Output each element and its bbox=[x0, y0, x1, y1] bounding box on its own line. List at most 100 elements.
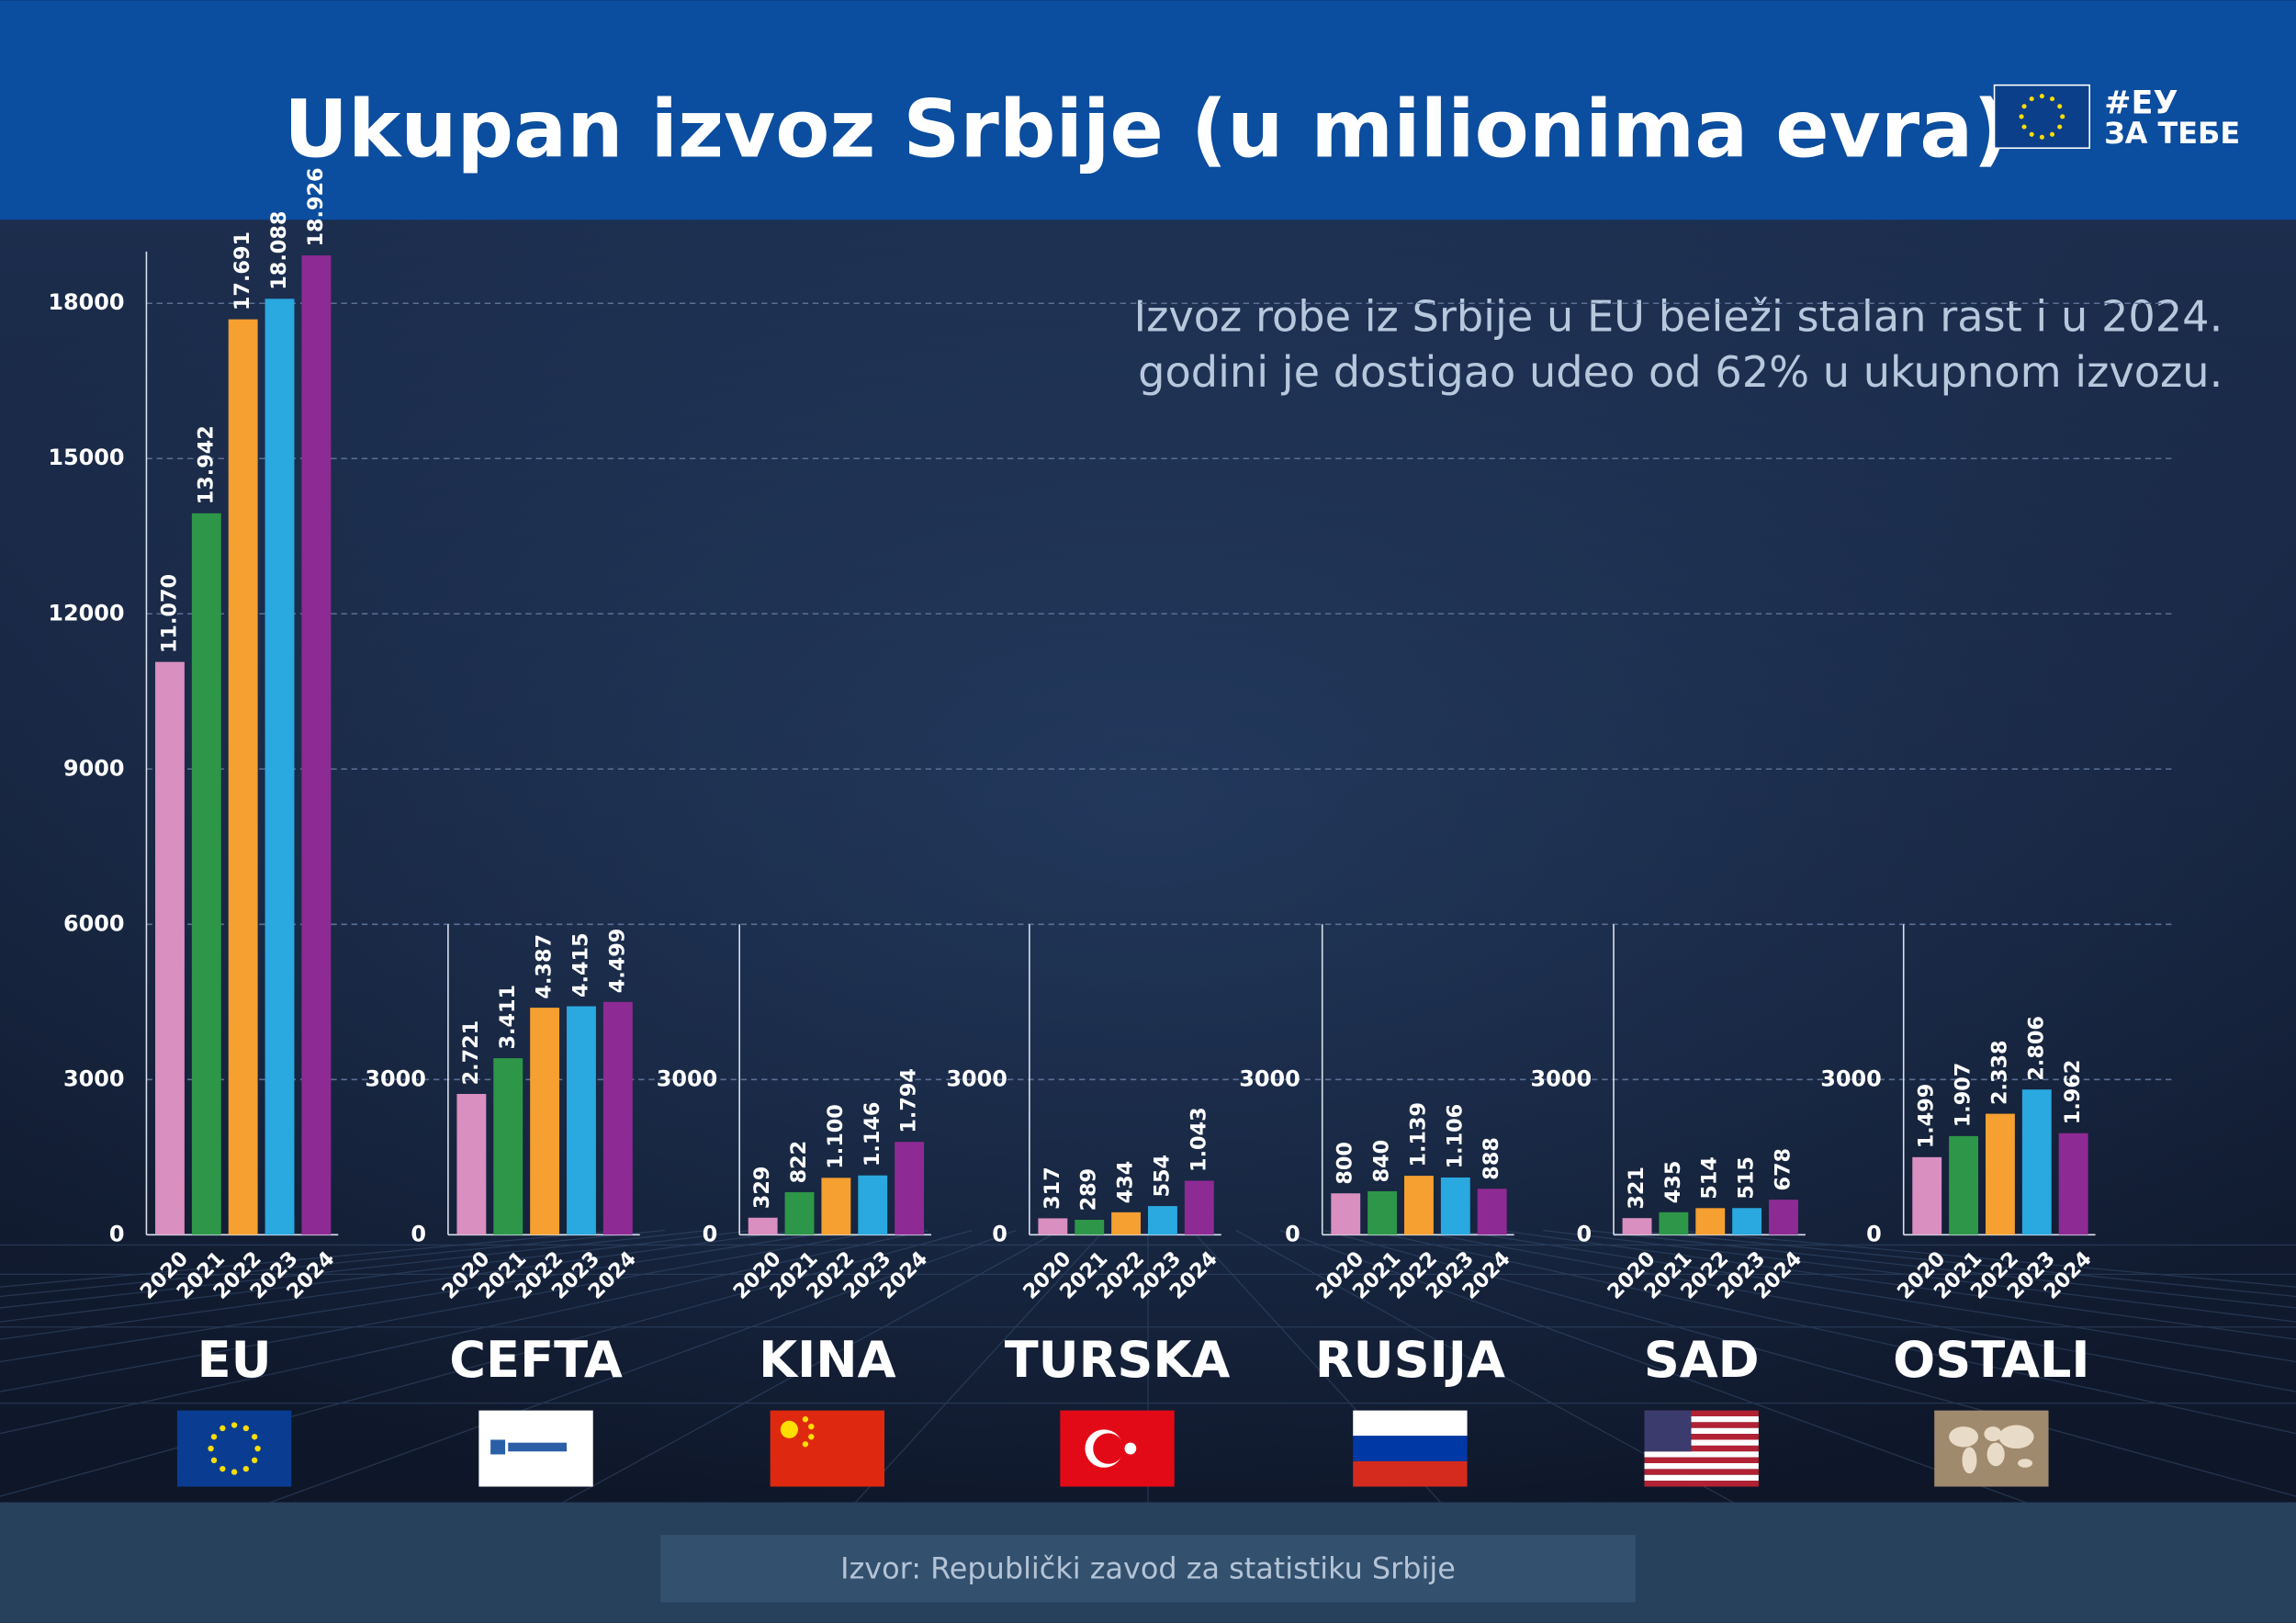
value-label: 18.926 bbox=[304, 167, 328, 246]
y-tick-label: 3000 bbox=[1239, 1065, 1300, 1091]
logo-text: ЗА ТЕБЕ bbox=[2104, 116, 2240, 151]
y-tick-label: 0 bbox=[1285, 1221, 1300, 1246]
flag-part bbox=[1986, 1442, 2005, 1467]
flag-part bbox=[1984, 1426, 2002, 1442]
flag-part bbox=[1093, 1433, 1124, 1464]
annotation: Izvoz robe iz Srbije u EU beleži stalan … bbox=[1134, 291, 2223, 341]
value-label: 514 bbox=[1698, 1156, 1722, 1200]
bar bbox=[1912, 1156, 1942, 1235]
floor-line bbox=[854, 1230, 1105, 1504]
value-label: 678 bbox=[1771, 1148, 1795, 1191]
floor-line bbox=[1279, 1229, 2027, 1504]
value-label: 434 bbox=[1114, 1161, 1138, 1204]
value-label: 321 bbox=[1625, 1167, 1649, 1210]
bar bbox=[530, 1008, 560, 1235]
flag bbox=[1934, 1410, 2049, 1487]
flag-part bbox=[1644, 1457, 1759, 1464]
flag bbox=[1644, 1410, 1759, 1487]
floor-line bbox=[0, 1229, 797, 1340]
value-label: 317 bbox=[1041, 1167, 1064, 1210]
flag-star bbox=[208, 1445, 214, 1452]
bar bbox=[1111, 1212, 1142, 1235]
bar bbox=[1184, 1180, 1214, 1235]
value-label: 18.088 bbox=[267, 211, 291, 290]
floor-line bbox=[561, 1229, 1061, 1504]
flag-part bbox=[1644, 1469, 1759, 1475]
flag-part bbox=[1644, 1422, 1759, 1428]
bar bbox=[493, 1058, 523, 1235]
flag-part bbox=[1644, 1451, 1759, 1458]
value-label: 4.499 bbox=[605, 929, 629, 994]
y-tick-label: 3000 bbox=[1531, 1065, 1593, 1091]
y-tick-label: 3000 bbox=[1820, 1065, 1882, 1091]
flag-part bbox=[490, 1439, 506, 1455]
flag-part bbox=[1644, 1439, 1759, 1446]
value-label: 1.907 bbox=[1952, 1063, 1975, 1128]
source-box bbox=[660, 1535, 1636, 1603]
floor-line bbox=[0, 1229, 622, 1288]
y-tick-label: 0 bbox=[411, 1221, 426, 1246]
bar bbox=[1440, 1177, 1470, 1235]
logo-star bbox=[2029, 96, 2034, 102]
flag-star bbox=[808, 1434, 815, 1440]
y-tick-label: 15000 bbox=[48, 445, 124, 470]
bar bbox=[748, 1217, 778, 1235]
logo-star bbox=[2029, 131, 2034, 137]
flag-star bbox=[254, 1445, 261, 1452]
y-tick-label: 0 bbox=[1576, 1221, 1592, 1246]
flag-part bbox=[1644, 1463, 1759, 1470]
y-tick-label: 3000 bbox=[63, 1065, 125, 1091]
value-label: 2.721 bbox=[459, 1020, 483, 1086]
logo-star bbox=[2021, 124, 2027, 130]
logo-star bbox=[2021, 104, 2027, 109]
value-label: 888 bbox=[1480, 1137, 1503, 1180]
bar bbox=[1769, 1200, 1798, 1235]
bar bbox=[2058, 1133, 2088, 1235]
chart-title: EU bbox=[197, 1331, 272, 1389]
value-label: 822 bbox=[787, 1141, 811, 1184]
chart-title: RUSIJA bbox=[1315, 1331, 1505, 1389]
flag-part bbox=[2018, 1459, 2033, 1468]
value-label: 800 bbox=[1334, 1142, 1357, 1185]
y-tick-label: 18000 bbox=[48, 289, 124, 315]
y-tick-label: 3000 bbox=[946, 1065, 1007, 1091]
floor-line bbox=[1367, 1229, 2296, 1435]
value-label: 1.962 bbox=[2061, 1060, 2085, 1125]
value-label: 1.139 bbox=[1406, 1102, 1430, 1167]
flag-star bbox=[210, 1457, 218, 1464]
floor-line bbox=[0, 1229, 841, 1363]
floor-line bbox=[1543, 1229, 2296, 1323]
floor-line bbox=[1631, 1229, 2296, 1298]
bar bbox=[1404, 1176, 1434, 1235]
bar bbox=[228, 319, 258, 1235]
flag-star bbox=[210, 1434, 218, 1440]
floor-line bbox=[1674, 1229, 2296, 1288]
flag-star bbox=[808, 1423, 815, 1430]
logo-star bbox=[2060, 114, 2065, 119]
flag-part bbox=[1644, 1415, 1759, 1423]
floor-line bbox=[269, 1229, 1017, 1504]
flag-star bbox=[252, 1434, 258, 1440]
bar bbox=[1331, 1193, 1361, 1235]
bar bbox=[821, 1178, 851, 1235]
flag-part bbox=[1644, 1474, 1759, 1482]
value-label: 515 bbox=[1735, 1156, 1759, 1200]
floor-line bbox=[0, 1229, 885, 1392]
value-label: 3.411 bbox=[496, 985, 520, 1050]
y-tick-label: 0 bbox=[1866, 1221, 1882, 1246]
y-tick-label: 12000 bbox=[48, 600, 124, 626]
flag-part bbox=[1644, 1481, 1759, 1487]
value-label: 4.387 bbox=[533, 934, 557, 999]
value-label: 13.942 bbox=[194, 425, 218, 504]
bar bbox=[264, 299, 295, 1235]
chart-title: KINA bbox=[759, 1331, 896, 1389]
bar bbox=[2021, 1089, 2052, 1235]
floor-line bbox=[1587, 1229, 2296, 1309]
value-label: 2.806 bbox=[2024, 1016, 2048, 1081]
value-label: 289 bbox=[1077, 1168, 1101, 1212]
bar bbox=[191, 513, 221, 1235]
value-label: 17.691 bbox=[231, 231, 254, 310]
chart-title: OSTALI bbox=[1893, 1331, 2089, 1389]
y-tick-label: 3000 bbox=[657, 1065, 718, 1091]
bar bbox=[1038, 1218, 1068, 1235]
